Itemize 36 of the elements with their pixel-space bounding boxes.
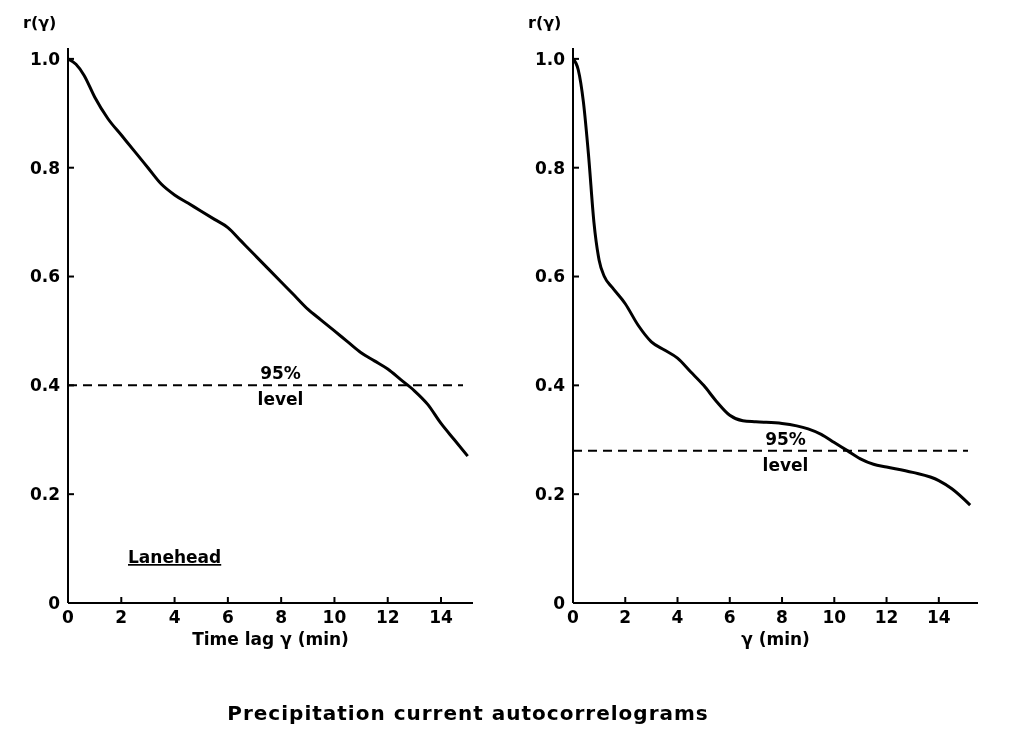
y-tick-label: 0.2 [534, 484, 565, 505]
y-tick-label: 1.0 [29, 48, 61, 69]
y-tick-label: 0.6 [534, 266, 565, 287]
y-tick-label: 0 [553, 592, 566, 613]
y-tick-label: 0.2 [29, 484, 60, 505]
x-tick-label: 14 [926, 607, 951, 627]
ref-line-label: 95% level [257, 363, 304, 410]
x-tick-label: 2 [619, 607, 632, 627]
y-axis-title: r(γ) [528, 13, 562, 32]
x-tick-label: 8 [275, 607, 288, 627]
x-tick-label: 12 [375, 607, 400, 627]
x-tick-label: 10 [822, 607, 847, 627]
x-axis-title: γ (min) [741, 629, 810, 649]
x-tick-label: 0 [62, 607, 75, 627]
x-tick-label: 14 [429, 607, 454, 627]
x-axis-title: Time lag γ (min) [192, 629, 349, 649]
x-tick-label: 0 [567, 607, 580, 627]
y-tick-label: 0.8 [534, 157, 565, 178]
ref-line-label: 95% level [762, 428, 809, 475]
y-tick-label: 0.4 [534, 375, 566, 396]
x-tick-label: 12 [874, 607, 899, 627]
x-tick-label: 10 [322, 607, 347, 627]
y-tick-label: 0.8 [29, 157, 60, 178]
x-tick-label: 6 [221, 607, 234, 627]
x-tick-label: 4 [168, 607, 181, 627]
x-tick-label: 2 [115, 607, 128, 627]
x-tick-label: 4 [671, 607, 684, 627]
y-tick-label: 0.6 [29, 266, 60, 287]
y-tick-label: 0 [48, 592, 61, 613]
y-axis-title: r(γ) [23, 13, 57, 32]
x-tick-label: 6 [723, 607, 736, 627]
y-tick-label: 1.0 [534, 48, 566, 69]
text: Precipitation current autocorrelograms [227, 701, 709, 725]
y-tick-label: 0.4 [29, 375, 61, 396]
x-tick-label: 8 [776, 607, 788, 627]
annotation: Lanehead [128, 547, 222, 567]
